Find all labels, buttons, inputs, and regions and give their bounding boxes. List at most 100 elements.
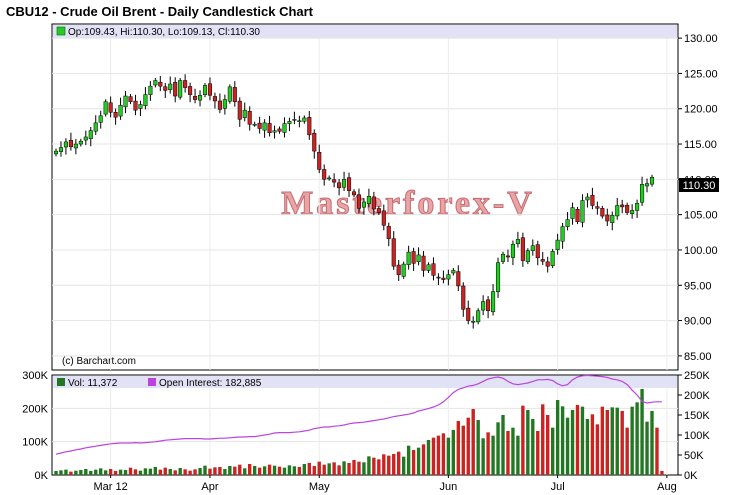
candle-body [560,226,565,242]
volume-tick-label: 0K [35,470,49,482]
volume-bar [223,469,227,475]
volume-bar [392,454,396,475]
candle [495,257,501,298]
volume-bar [94,469,98,475]
volume-bar [526,410,530,475]
volume-bar [531,419,535,475]
candle [257,116,262,134]
volume-bar [401,456,406,475]
x-axis: Mar 12 Apr May Jun Jul Aug [94,475,677,493]
volume-bar [287,465,292,475]
candle-body [605,214,610,222]
candle-body [451,270,456,274]
candle [486,296,491,319]
candle [555,233,560,255]
candle-body [520,237,525,261]
x-tick-label: Jul [551,481,565,493]
candle [193,88,198,104]
candle [93,115,98,135]
ohlc-info: Op:109.43, Hi:110.30, Lo:109.13, Cl:110.… [68,27,260,38]
last-price-badge [679,178,719,192]
volume-bar [54,471,58,475]
volume-bar [595,424,600,475]
price-tick-label: 130.00 [684,33,718,45]
candle-body [143,94,148,106]
candle-body [232,87,237,102]
candle [267,115,272,137]
volume-bar [128,467,133,475]
candle [158,75,163,92]
candle-body [371,196,376,210]
candle-body [565,219,570,227]
candle-body [441,277,446,280]
candle-body [396,264,401,275]
volume-bar [188,470,192,475]
candle-body [207,83,213,96]
candles [53,74,655,329]
candle [163,82,168,98]
candle-body [575,209,580,222]
candle [138,100,143,117]
volume-bar [550,427,555,475]
volume-bar [342,461,346,475]
volume-bar [178,468,182,475]
candle [431,257,436,281]
candle-body [108,102,113,113]
volume-y-axis: 300K 200K 100K 0K [22,370,48,482]
volume-bar [89,471,93,475]
candle [287,117,292,132]
volume-bar [660,471,664,475]
candle [649,174,655,187]
volume-bar [138,470,143,475]
oi-tick-label: 200K [684,390,710,402]
volume-bar [59,470,63,475]
candle [411,247,416,271]
volume-tick-label: 300K [22,370,48,382]
candle-body [476,310,481,323]
volume-bar [382,454,386,475]
candle [232,81,237,107]
candle-body [138,104,143,109]
candle [183,74,188,93]
candle-body [486,299,491,311]
candle [545,256,550,273]
x-tick-label: Apr [201,481,218,493]
candle [466,300,471,325]
candle [644,178,650,193]
candle [322,164,327,186]
candle-body [188,86,193,95]
candle-body [68,139,73,148]
volume-bar [625,427,629,475]
candle-body [282,123,287,133]
candle-body [327,177,332,180]
volume-bar [635,402,639,475]
candle-body [426,264,431,271]
candle-body [436,276,441,279]
candle [282,117,287,138]
volume-bar [372,457,376,475]
volume-bar [491,435,495,475]
candle [98,110,103,129]
volume-bar [620,411,624,475]
candle-body [93,122,98,132]
candle-body [640,184,645,203]
volume-bar [610,407,614,475]
candle-body [510,244,515,258]
volume-bar [282,467,287,475]
volume-bar [208,468,212,475]
volume-bar [277,466,282,475]
volume-bar [158,469,162,475]
volume-bar [317,461,321,475]
volume-bar [332,462,336,475]
volume-bar [645,421,649,475]
candle-body [148,85,153,95]
candle [217,93,222,114]
volume-bar [238,464,242,475]
candle [391,231,396,270]
x-tick-label: Mar 12 [94,481,128,493]
candle-body [53,150,59,155]
volume-bar [516,435,520,475]
volume-bar [476,420,480,475]
candle [342,171,347,191]
candle-body [491,291,496,313]
